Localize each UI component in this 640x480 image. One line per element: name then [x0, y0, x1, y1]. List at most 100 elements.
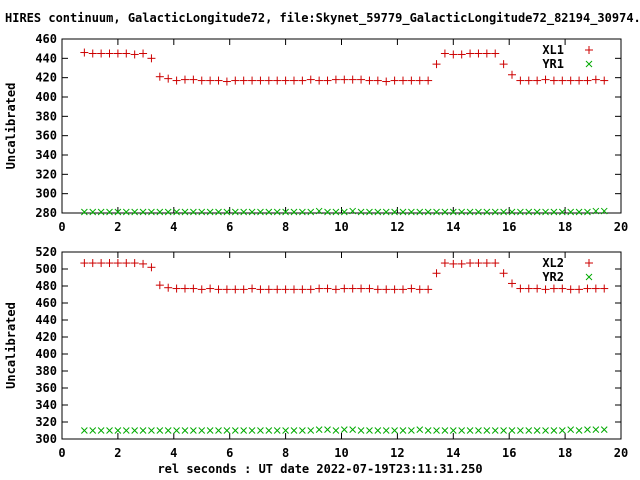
marker-stroke: [433, 427, 440, 434]
marker-stroke: [575, 208, 583, 216]
data-point: [340, 208, 348, 216]
data-point: [558, 427, 566, 434]
data-point: [600, 76, 609, 85]
data-point: [197, 285, 206, 294]
data-point: [517, 427, 524, 434]
data-point: [541, 75, 550, 84]
data-point: [181, 427, 189, 434]
data-point: [348, 284, 357, 293]
y-tick-label: 520: [35, 245, 57, 259]
data-point: [340, 284, 349, 293]
data-point: [139, 49, 148, 58]
data-point: [407, 284, 416, 293]
x-tick-label: 4: [170, 446, 177, 460]
data-point: [307, 427, 315, 434]
marker-stroke: [89, 208, 97, 216]
data-point: [298, 76, 307, 85]
marker-stroke: [273, 208, 281, 216]
marker-stroke: [131, 208, 139, 216]
data-point: [424, 285, 433, 294]
data-point: [432, 60, 441, 69]
data-point: [181, 208, 189, 216]
x-tick-label: 12: [390, 220, 404, 234]
data-point: [306, 75, 315, 84]
marker-stroke: [585, 60, 593, 68]
marker-stroke: [206, 208, 214, 216]
data-point: [440, 49, 449, 58]
data-point: [525, 208, 533, 216]
marker-stroke: [466, 208, 474, 216]
data-point: [206, 284, 215, 293]
x-tick-label: 6: [226, 446, 233, 460]
marker-stroke: [181, 427, 189, 434]
marker-stroke: [517, 208, 524, 216]
legend-label: YR1: [542, 57, 564, 71]
marker-stroke: [449, 427, 457, 434]
data-point: [265, 427, 273, 434]
data-point: [331, 75, 340, 84]
marker-stroke: [340, 426, 348, 434]
data-point: [524, 76, 533, 85]
marker-stroke: [148, 208, 155, 216]
marker-stroke: [139, 208, 147, 216]
data-point: [398, 76, 407, 85]
data-point: [164, 208, 172, 216]
marker-stroke: [475, 427, 482, 434]
x-tick-label: 14: [446, 446, 460, 460]
plot-frame: [61, 251, 622, 440]
data-point: [240, 208, 248, 216]
data-point: [273, 208, 281, 216]
series-XL1: [80, 48, 609, 86]
data-point: [122, 259, 131, 268]
marker-stroke: [215, 208, 222, 216]
data-point: [516, 284, 525, 293]
data-point: [366, 427, 373, 434]
data-point: [190, 208, 197, 216]
marker-stroke: [299, 208, 306, 216]
data-point: [382, 77, 391, 86]
data-point: [374, 427, 382, 434]
marker-stroke: [282, 208, 289, 216]
data-point: [222, 285, 231, 294]
marker-stroke: [416, 208, 424, 216]
data-point: [348, 75, 357, 84]
marker-stroke: [290, 208, 298, 216]
marker-stroke: [349, 426, 357, 434]
x-tick-label: 6: [226, 220, 233, 234]
data-point: [206, 208, 214, 216]
data-point: [156, 208, 164, 216]
marker-stroke: [139, 427, 147, 434]
data-point: [248, 76, 257, 85]
data-point: [398, 285, 407, 294]
data-point: [550, 427, 558, 434]
data-point: [584, 426, 591, 434]
data-point: [474, 259, 483, 268]
marker-stroke: [382, 427, 390, 434]
y-tick-label: 300: [35, 432, 57, 446]
data-point: [81, 427, 88, 434]
data-point: [122, 208, 130, 216]
data-point: [558, 76, 567, 85]
marker-stroke: [89, 427, 97, 434]
data-point: [499, 60, 508, 69]
data-point: [600, 207, 608, 215]
y-tick-label: 400: [35, 347, 57, 361]
data-point: [340, 426, 348, 434]
data-point: [340, 75, 349, 84]
marker-stroke: [366, 427, 373, 434]
data-point: [415, 285, 424, 294]
x-axis-label: rel seconds : UT date 2022-07-19T23:11:3…: [157, 462, 483, 476]
data-point: [273, 285, 282, 294]
data-point: [575, 76, 584, 85]
marker-stroke: [257, 427, 264, 434]
data-point: [231, 285, 240, 294]
marker-stroke: [592, 426, 600, 434]
marker-stroke: [114, 208, 122, 216]
data-point: [231, 208, 239, 216]
data-point: [164, 283, 173, 292]
data-point: [80, 259, 89, 268]
data-point: [190, 427, 197, 434]
data-point: [349, 426, 357, 434]
x-tick-label: 2: [114, 446, 121, 460]
data-point: [483, 208, 491, 216]
